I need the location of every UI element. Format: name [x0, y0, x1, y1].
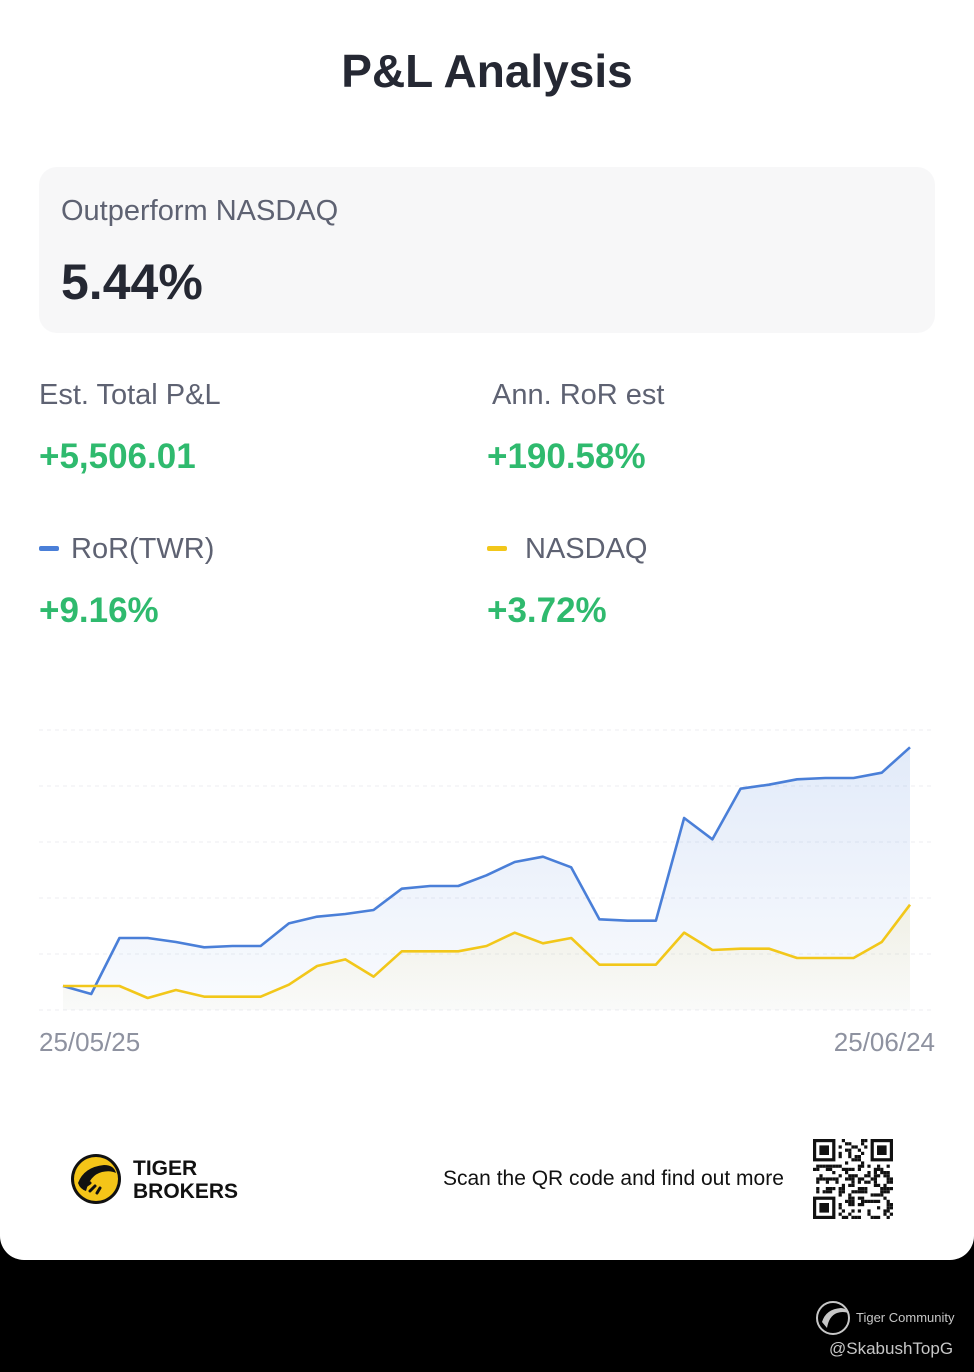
performance-chart	[0, 700, 974, 1030]
outperform-summary: Outperform NASDAQ 5.44%	[39, 167, 935, 333]
nasdaq-legend-label: NASDAQ	[525, 533, 648, 565]
total-pl-value: +5,506.01	[39, 437, 196, 476]
brand-name: TIGER BROKERS	[133, 1157, 238, 1203]
user-handle: @SkabushTopG	[829, 1339, 954, 1358]
brand-line-1: TIGER	[133, 1157, 198, 1180]
nasdaq-legend-swatch	[487, 546, 507, 551]
community-label: Tiger Community	[856, 1310, 955, 1325]
total-pl-label: Est. Total P&L	[39, 379, 221, 411]
ann-ror-value: +190.58%	[487, 437, 646, 476]
ror-value: +9.16%	[39, 591, 159, 630]
performance-chart-svg	[39, 729, 935, 1011]
ror-legend-swatch	[39, 546, 59, 551]
scan-qr-text: Scan the QR code and find out more	[443, 1167, 784, 1190]
outperform-label: Outperform NASDAQ	[61, 195, 339, 227]
nasdaq-series-area	[63, 904, 910, 1010]
page-title: P&L Analysis	[341, 45, 633, 97]
x-axis-start-label: 25/05/25	[39, 1027, 141, 1057]
ror-legend-label: RoR(TWR)	[71, 533, 215, 565]
ann-ror-label: Ann. RoR est	[492, 379, 665, 411]
tiger-brokers-logo	[70, 1153, 122, 1205]
nasdaq-value: +3.72%	[487, 591, 607, 630]
tiger-community-icon	[816, 1301, 850, 1335]
x-axis-end-label: 25/06/24	[833, 1027, 935, 1057]
qr-code-icon[interactable]	[813, 1139, 893, 1219]
brand-line-2: BROKERS	[133, 1180, 239, 1203]
pl-analysis-card: P&L Analysis Outperform NASDAQ 5.44% Est…	[0, 0, 974, 1260]
outperform-value: 5.44%	[61, 254, 203, 310]
